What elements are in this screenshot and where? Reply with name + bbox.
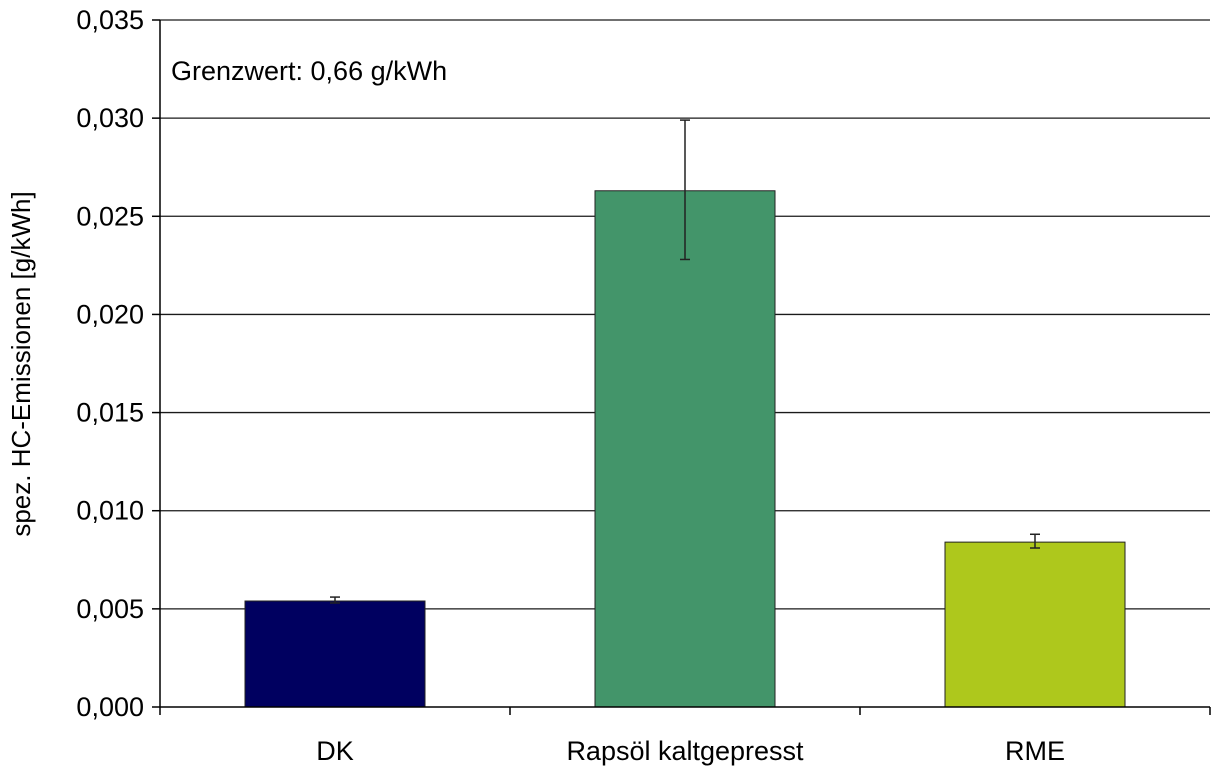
y-tick-label: 0,035	[76, 5, 144, 35]
category-label: RME	[1005, 736, 1065, 766]
bars	[244, 190, 1126, 708]
limit-annotation: Grenzwert: 0,66 g/kWh	[171, 56, 447, 86]
y-axis-title: spez. HC-Emissionen [g/kWh]	[6, 191, 36, 536]
y-tick-label: 0,005	[76, 594, 144, 624]
bar	[944, 541, 1126, 708]
x-category-labels: DK Rapsöl kaltgepresst RME	[316, 736, 1065, 766]
y-tick-label: 0,030	[76, 103, 144, 133]
axes	[152, 19, 1211, 715]
category-label: Rapsöl kaltgepresst	[566, 736, 804, 766]
bar	[594, 190, 776, 708]
y-tick-label: 0,015	[76, 398, 144, 428]
y-tick-labels: 0,000 0,005 0,010 0,015 0,020 0,025 0,030 0,035	[76, 5, 144, 722]
error-bars	[330, 119, 1040, 604]
category-label: DK	[316, 736, 354, 766]
y-tick-label: 0,025	[76, 201, 144, 231]
y-tick-label: 0,000	[76, 692, 144, 722]
y-tick-label: 0,020	[76, 299, 144, 329]
bar	[244, 600, 426, 708]
y-tick-label: 0,010	[76, 496, 144, 526]
